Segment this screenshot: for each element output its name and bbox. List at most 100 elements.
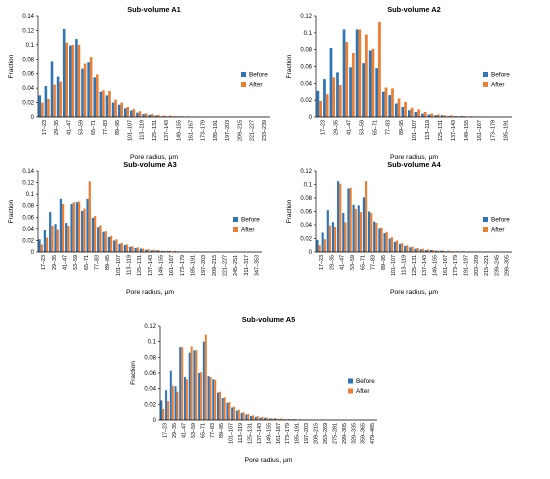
bar-before [62, 28, 66, 117]
x-tick-label: 101–107 [412, 120, 418, 141]
bar-before [453, 116, 457, 117]
bar-before [421, 113, 424, 117]
bar-before [107, 236, 110, 252]
bar-before [172, 116, 176, 117]
bar-after [185, 379, 188, 420]
bar-after [359, 212, 363, 252]
y-tick-label: 0.02 [144, 402, 156, 408]
bar-before [202, 341, 205, 420]
bar-after [158, 250, 161, 252]
legend-label-before: Before [356, 378, 375, 385]
y-tick-label: 0.1 [304, 31, 313, 37]
y-tick-label: 0.14 [22, 14, 34, 20]
bar-after [108, 91, 111, 117]
bar-before [424, 249, 427, 252]
bar-before [375, 68, 379, 117]
bar-before [216, 392, 219, 420]
legend-label-after: After [241, 227, 255, 234]
bar-before [245, 414, 248, 420]
y-tick-label: 0.1 [304, 183, 313, 189]
bar-after [167, 401, 170, 420]
legend-label-before: Before [249, 72, 268, 79]
x-tick-label: 113–119 [127, 255, 133, 275]
bar-before [447, 116, 450, 117]
bar-after [318, 245, 321, 252]
bar-before [429, 249, 433, 252]
bar-before [207, 376, 210, 420]
y-tick-label: 0.04 [22, 86, 34, 92]
legend-swatch-after [483, 82, 488, 87]
bar-before [440, 250, 443, 252]
bar-before [355, 29, 359, 117]
bar-after [325, 94, 329, 117]
bar-after [275, 418, 278, 420]
bar-before [75, 39, 78, 118]
bar-after [138, 111, 142, 117]
bar-before [250, 416, 252, 420]
bar-before [50, 61, 54, 117]
bar-after [53, 84, 56, 117]
bar-after [299, 419, 302, 420]
bar-before [283, 419, 286, 420]
bar-after [233, 406, 236, 420]
chart-title: Sub-volume A3 [123, 160, 177, 169]
bar-before [49, 212, 52, 252]
bar-before [145, 249, 148, 252]
bar-before [287, 419, 290, 420]
x-tick-label: 101–107 [116, 255, 122, 276]
x-tick-label: 113–119 [238, 423, 244, 443]
y-tick-label: 0 [309, 115, 313, 121]
x-tick-label: 137–143 [164, 120, 170, 141]
x-tick-label: 101–107 [229, 423, 235, 444]
y-tick-label: 0.02 [22, 101, 34, 107]
bar-before [118, 243, 121, 252]
x-tick-label: 221–227 [223, 255, 229, 276]
y-tick-label: 0.12 [300, 169, 312, 175]
legend-swatch-after [483, 227, 488, 232]
bar-before [154, 115, 158, 117]
x-tick-label: 149–155 [159, 255, 165, 276]
y-tick-label: 0.06 [22, 215, 34, 221]
bar-before [148, 114, 151, 117]
y-axis-label: Fraction [8, 54, 15, 78]
bar-before [86, 198, 89, 252]
bar-before [231, 407, 234, 420]
y-tick-label: 0.06 [300, 65, 312, 71]
y-tick-label: 0.04 [300, 223, 312, 229]
x-axis-label: Pore radius, µm [390, 289, 438, 296]
bar-before [54, 224, 57, 252]
x-tick-label: 89–95 [115, 120, 121, 135]
bar-after [256, 416, 259, 420]
x-tick-label: 17–23 [42, 120, 48, 135]
x-tick-label: 113–119 [425, 120, 431, 140]
bar-before [93, 77, 96, 117]
x-tick-label: 29–35 [329, 255, 335, 270]
bar-after [126, 244, 129, 252]
bar-after [181, 116, 185, 117]
bar-before [105, 95, 109, 117]
bar-after [157, 114, 160, 117]
bar-before [113, 240, 116, 252]
y-tick-label: 0.08 [300, 196, 312, 202]
x-tick-label: 125–131 [137, 255, 143, 276]
x-tick-label: 161–167 [477, 120, 483, 141]
bar-after [334, 227, 337, 252]
bar-after [168, 250, 171, 252]
bar-before [409, 247, 412, 252]
bar-after [423, 111, 427, 117]
bar-after [120, 102, 123, 117]
bar-after [351, 53, 355, 117]
legend-swatch-after [233, 227, 238, 232]
bar-before [179, 347, 182, 420]
bar-after [209, 376, 212, 420]
bar-before [383, 233, 386, 252]
bar-after [421, 248, 424, 252]
bar-before [136, 112, 139, 117]
bar-before [388, 238, 391, 252]
legend-label-after: After [249, 82, 263, 89]
y-tick-label: 0.08 [300, 48, 312, 54]
bar-before [178, 116, 182, 117]
x-tick-label: 77–83 [386, 120, 392, 135]
y-tick-label: 0.1 [26, 192, 35, 198]
x-tick-label: 185–191 [191, 255, 197, 276]
